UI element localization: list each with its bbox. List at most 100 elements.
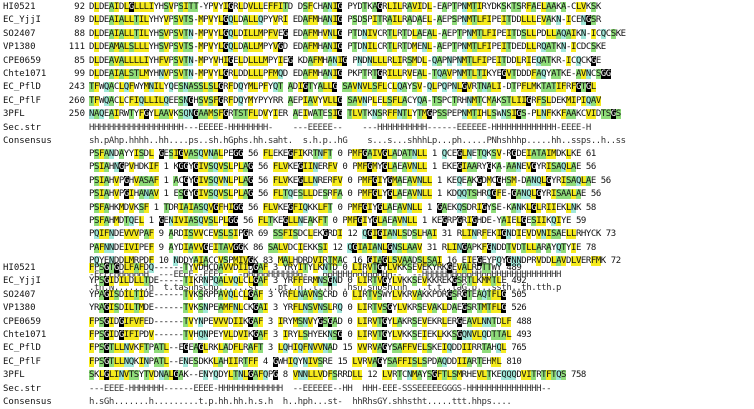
sequence-text: DLDEAIALLTILYHYVPSVTS-MPVYLGQLDALLQPYVRI… [89,15,601,26]
sequence-text: FPSGIDGIFIPDV------TVHQNPEYVLDVIKGAF 3 I… [89,329,532,340]
sequence-text: -EEEEHHHHHHH ---EEEE--EEEE- -HHHHHHHHHHH… [89,269,562,280]
sequence-label: SO2407 [3,289,36,300]
sequence-text: DLDEAIALLTILYHSVPSVTN-MPVYLGQLDILLMPFVEG… [89,28,626,39]
sequence-label: 3PFL [3,370,25,381]
sequence-text: ---EEEE-HHHHHHH------EEEE-HHHHHHHHHHHHH … [89,383,552,394]
alignment-row: EC_YjjI 89 DLDEAIALLTILYHYVPSVTS-MPVYLGQLD… [3,14,626,27]
start-position: 99 [74,68,85,79]
sequence-label: Sec.str [3,122,41,133]
sequence-label: EC_PflD [3,82,41,93]
alignment-row: VP1380 YRAGISDILTMDE------TVKSNPEAMFNLCKG… [3,302,586,315]
sequence-text: DLDEAIALSTLMYHNVPSVTN-MPVYLGRLDDLLLPFMQD… [89,68,611,79]
alignment-row: EC_PflF 260 TFWQACLCFIQLLILQEESNGHSVSFGRFD… [3,95,626,108]
sequence-text: FPSGTLLNQKINPATL--ENESDKKLAHIIRTFF 4 GWH… [89,356,522,367]
sequence-text: PQYENDDLMRPDF 10 NDDYAIACCVSPMIVGK 83 MA… [89,256,621,267]
alignment-row: PSFANDAYYISDL GESIGVASQVNALPEGG 56 FLEKE… [3,148,621,161]
alignment-row: .th.N.......h t.tashhsChp......st ..pt..… [3,282,621,295]
sequence-label: 3PFL [3,109,25,120]
sequence-label: Consensus [3,396,52,407]
alignment-row: PSFAHMDTQEL 1 GENIVIASQVSLPLGG 56 FLTKEG… [3,215,621,228]
alignment-row: PQIFNDEVVVPAF 9 ARDISVVCEVSLSIPGR 69 SSF… [3,228,621,241]
sequence-text: PSFANDAYYISDL GESIGVASQVNALPEGG 56 FLEKE… [89,149,596,159]
sequence-text: h.sGh.......h.........t.p.hh.hh.h.s.h h.… [89,396,512,407]
sequence-text: DLDEAVALLLLIYHFVPSVTN-MPYVHIGELDLLLMPYIE… [89,55,601,66]
sequence-label: SO2407 [3,28,36,39]
alignment-block-1: HI0521 92 DLDEAIDLGLLLIYHSVPSITT-YPVYIGRLD… [3,1,626,148]
sequence-label: EC_PflD [3,343,41,354]
sequence-label: HI0521 [3,263,36,273]
sequence-text: .th.N.......h t.tashhsChp......st ..pt..… [89,282,562,293]
alignment-row: Chte1071 99 DLDEAIALSTLMYHNVPSVTN-MPVYLGRL… [3,68,626,81]
sequence-text: DLDEAMALSLLLYHSVPSVTS-MPVYLGQLDALLMPYVGD… [89,42,606,53]
alignment-row: EC_YjjI YPSGIDILDLLTDE-----TIKRNPQALVQLCL… [3,275,586,288]
start-position: 85 [74,55,85,66]
sequence-label: EC_PflF [3,356,41,367]
alignment-row: EC_PflD FPSGTLLNVKFTPATL--EGEAGLRKLADFLRA… [3,342,586,355]
sequence-label: CPE0659 [3,55,41,66]
sequence-text: FPSGTLLNVKFTPATL--EGEAGLRKLADFLRAFT 3 LQ… [89,343,527,354]
sequence-label: EC_YjjI [3,276,41,287]
alignment-row: 3PFL SKLGLINVTSYTVDNALGAK--ENYQDYLTNLGAFQ… [3,369,586,382]
sequence-text: HHHHHHHHHHHHHHHHHHH---EEEEE-HHHHHHHH- --… [89,122,591,133]
alignment-row: Sec.str HHHHHHHHHHHHHHHHHHH---EEEEE-HHHHH… [3,122,626,135]
alignment-row: PQYENDDLMRPDF 10 NDDYAIACCVSPMIVGK 83 MA… [3,255,621,268]
alignment-block-3: HI0521 FPSGTGDLFAFDQ------TYVDHCDAVVDIIDG… [3,262,586,409]
sequence-text: PSFAHKMDVKSF 1 TDRIAIASQVGFHIGG 56 FLVKE… [89,202,596,213]
sequence-label: CPE0659 [3,316,41,327]
alignment-row: Chte1071 FPSGIDGIFIPDV------TVHQNPEYVLDVI… [3,329,586,342]
start-position: 250 [68,109,85,120]
sequence-label: Chte1071 [3,329,47,340]
alignment-row: EC_PflF FPSGTLLNQKINPATL--ENESDKKLAHIIRTF… [3,356,586,369]
sequence-text: TFWQACLCFIQLLILQEESNGHSVSFGRFDQYMYPYYRR … [89,95,601,106]
sequence-label: Sec.str [3,383,41,394]
sequence-text: SKLGLINVTSYTVDNALGAK--ENYQDYLTNLGAFQPG 8… [89,370,586,381]
sequence-text: TFWQACLQFWYMNILYQESNASSLSLGRFDQYMLPFYQT … [89,82,596,93]
sequence-label: VP1380 [3,42,36,53]
sequence-text: NAQEAIRWTYFGYLAAVKSQNGAAMSFGRTSTFLDVYIER… [89,109,621,120]
sequence-text: PSFAHMDTQEL 1 GENIVIASQVSLPLGG 56 FLTKEG… [89,215,586,226]
sequence-text: PSIAHNGPVHDKIF 1 KGGYGIVSQVSLPLAG 56 FLV… [89,162,596,173]
start-position: 89 [74,15,85,26]
sequence-text: PSIAHVPGIHANAV 1 ESGYGIVSQVSLPLAG 56 FLT… [89,189,601,200]
alignment-row: Sec.str ---EEEE-HHHHHHH------EEEE-HHHHHHH… [3,383,586,396]
alignment-row: PSFAHKMDVKSF 1 TDRIAIASQVGFHIGG 56 FLVKE… [3,202,621,215]
sequence-text: PSIAHVPGHVASAF 1 ACGYGIVSQVNLPLAG 56 FLV… [89,175,611,186]
sequence-label: VP1380 [3,303,36,314]
alignment-row: EC_PflD 243 TFWQACLQFWYMNILYQESNASSLSLGRFD… [3,81,626,94]
start-position: 243 [68,82,85,93]
alignment-row: CPE0659 FPSGIDGIFVFED------TVYNPEVVVDIIKG… [3,316,586,329]
sequence-text: DLDEAIDLGLLLIYHSVPSITT-YPVYIGRLDVLLEFFIT… [89,2,601,12]
alignment-row: Consensus sh.pAhp.hhhh..hh....ps..sh.hGph… [3,135,626,148]
sequence-text: FPSGIDGIFVFED------TVYNPEVVVDIIKGAF 3 IR… [89,316,532,327]
sequence-text: FPSGTGDLFAFDQ------TYVDHCDAVVDIIDGAF 3 Y… [89,263,522,273]
alignment-row: HI0521 92 DLDEAIDLGLLLIYHSVPSITT-YPVYIGRLD… [3,1,626,14]
alignment-row: PAFNNDEIVIPEF 9 AYDIAVVGEITAVGGK 86 SALV… [3,242,621,255]
alignment-row: SO2407 88 DLDEAIALLTILYHSVPSVTN-MPVYLGQLDI… [3,28,626,41]
sequence-label: EC_PflF [3,95,41,106]
alignment-row: VP1380 111 DLDEAMALSLLLYHSVPSVTS-MPVYLGQLD… [3,41,626,54]
sequence-label: HI0521 [3,2,36,12]
alignment-row: PSIAHNGPVHDKIF 1 KGGYGIVSQVSLPLAG 56 FLV… [3,161,621,174]
start-position: 92 [74,2,85,12]
alignment-row: -EEEEHHHHHHH ---EEEE--EEEE- -HHHHHHHHHHH… [3,269,621,282]
alignment-row: HI0521 FPSGTGDLFAFDQ------TYVDHCDAVVDIIDG… [3,262,586,275]
sequence-text: YPAGISDILTIDE------TVKSRPPAVQLCLGAF 3 YR… [89,289,527,300]
alignment-row: Consensus h.sGh.......h.........t.p.hh.hh… [3,396,586,409]
sequence-label: Chte1071 [3,68,47,79]
sequence-text: PAFNNDEIVIPEF 9 AYDIAVVGEITAVGGK 86 SALV… [89,242,596,253]
sequence-label: EC_YjjI [3,15,41,26]
sequence-text: YPSGIDILDLLTDE-----TIKRNPQALVQLCLGAF 3 Y… [89,276,527,287]
alignment-row: 3PFL 250 NAQEAIRWTYFGYLAAVKSQNGAAMSFGRTSTF… [3,108,626,121]
alignment-block-2: PSFANDAYYISDL GESIGVASQVNALPEGG 56 FLEKE… [3,148,621,295]
sequence-text: PQIFNDEVVVPAF 9 ARDISVVCEVSLSIPGR 69 SSF… [89,229,616,240]
alignment-row: PSIAHVPGHVASAF 1 ACGYGIVSQVNLPLAG 56 FLV… [3,175,621,188]
sequence-text: sh.pAhp.hhhh..hh....ps..sh.hGphs.hh.saht… [89,135,626,146]
sequence-text: YRAGISDILTMDE------TVKSNPEAMFNLCKGAI 3 Y… [89,303,527,314]
alignment-row: CPE0659 85 DLDEAVALLLLIYHFVPSVTN-MPYVHIGEL… [3,55,626,68]
start-position: 88 [74,28,85,39]
start-position: 260 [68,95,85,106]
start-position: 111 [68,42,85,53]
sequence-label: Consensus [3,135,52,146]
alignment-row: PSIAHVPGIHANAV 1 ESGYGIVSQVSLPLAG 56 FLT… [3,188,621,201]
alignment-row: SO2407 YPAGISDILTIDE------TVKSRPPAVQLCLGA… [3,289,586,302]
